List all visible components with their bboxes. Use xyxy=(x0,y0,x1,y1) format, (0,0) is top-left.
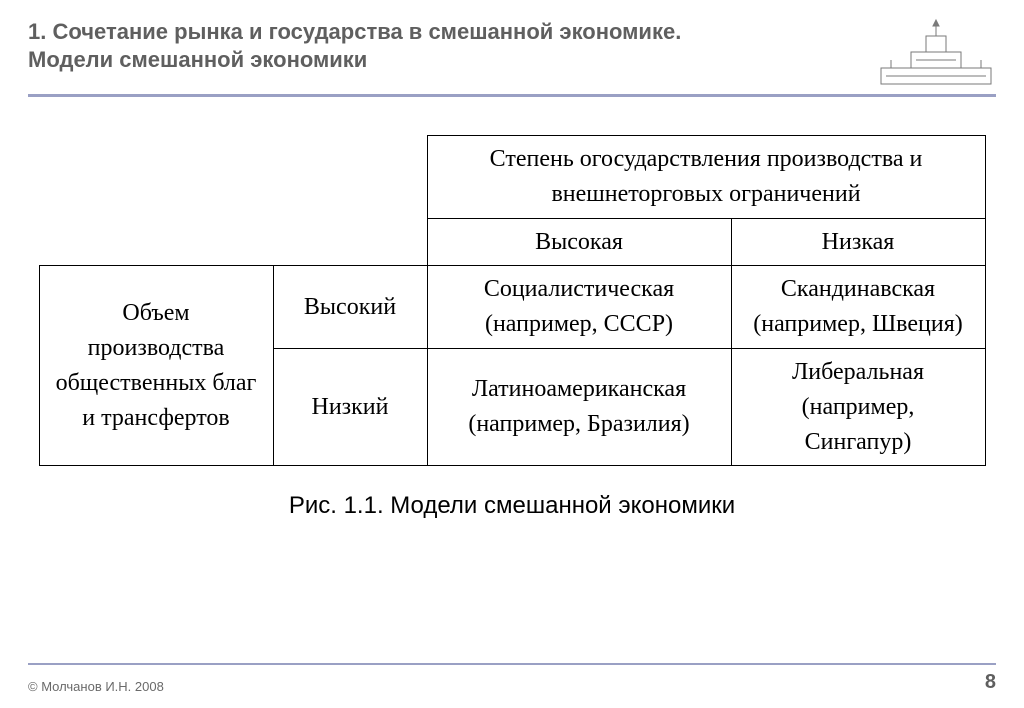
cell-liberal: Либеральная (например, Сингапур) xyxy=(731,348,985,465)
cell-scandinavian: Скандинавская (например, Швеция) xyxy=(731,266,985,349)
title-line-2: Модели смешанной экономики xyxy=(28,46,681,74)
page-number: 8 xyxy=(985,671,996,694)
col-group-header-text: Степень огосударствления производства и … xyxy=(442,142,971,212)
university-logo-icon xyxy=(876,18,996,88)
col-header-high: Высокая xyxy=(427,218,731,266)
economy-models-table: Степень огосударствления производства и … xyxy=(39,135,986,466)
content-area: Степень огосударствления производства и … xyxy=(28,97,996,663)
title-line-1: 1. Сочетание рынка и государства в смеша… xyxy=(28,18,681,46)
row-header-high: Высокий xyxy=(273,266,427,349)
footer-divider xyxy=(28,663,996,665)
figure-caption: Рис. 1.1. Модели смешанной экономики xyxy=(289,492,735,520)
slide-root: 1. Сочетание рынка и государства в смеша… xyxy=(0,0,1024,708)
copyright-text: © Молчанов И.Н. 2008 xyxy=(28,679,164,694)
cell-latin-american: Латиноамериканская (например, Бразилия) xyxy=(427,348,731,465)
row-header-low: Низкий xyxy=(273,348,427,465)
table-corner-empty xyxy=(39,136,427,266)
header: 1. Сочетание рынка и государства в смеша… xyxy=(28,18,996,88)
footer-row: © Молчанов И.Н. 2008 8 xyxy=(28,671,996,694)
row-group-header: Объем производства общественных благ и т… xyxy=(39,266,273,466)
footer: © Молчанов И.Н. 2008 8 xyxy=(28,663,996,694)
col-group-header: Степень огосударствления производства и … xyxy=(427,136,985,219)
col-header-low: Низкая xyxy=(731,218,985,266)
msu-building-icon xyxy=(876,18,996,88)
slide-title: 1. Сочетание рынка и государства в смеша… xyxy=(28,18,681,73)
cell-socialist: Социалистическая (например, СССР) xyxy=(427,266,731,349)
